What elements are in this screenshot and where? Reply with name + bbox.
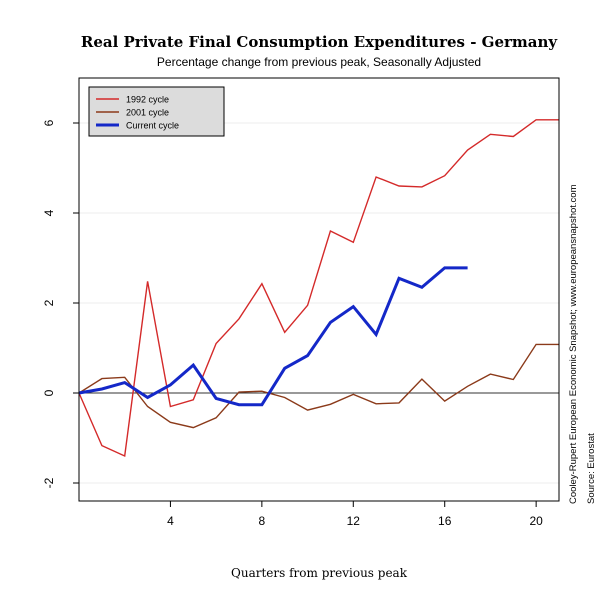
x-tick-label-12: 12	[347, 514, 361, 528]
x-tick-label-4: 4	[167, 514, 174, 528]
y-tick-label-2: 2	[42, 299, 56, 306]
series-lines	[78, 119, 559, 458]
legend: 1992 cycle 2001 cycle Current cycle	[88, 86, 225, 137]
x-tick-label-20: 20	[529, 514, 543, 528]
y-tick-label-6: 6	[42, 119, 56, 126]
series-line-2	[78, 343, 559, 429]
source-note-snapshot: Cooley-Rupert European Economic Snapshot…	[568, 184, 579, 504]
x-axis-label: Quarters from previous peak	[231, 566, 408, 580]
legend-label-1: 1992 cycle	[126, 95, 169, 105]
chart-subtitle: Percentage change from previous peak, Se…	[157, 55, 481, 69]
x-axis: 4 8 12 16 20	[167, 501, 543, 528]
x-tick-label-16: 16	[438, 514, 452, 528]
series-line-3	[78, 266, 468, 407]
source-note-eurostat: Source: Eurostat	[586, 433, 597, 504]
y-axis: -2 0 2 4 6	[42, 119, 79, 488]
x-tick-label-8: 8	[259, 514, 266, 528]
series-line-1	[78, 119, 559, 458]
y-tick-label-0: 0	[42, 389, 56, 396]
legend-label-3: Current cycle	[126, 121, 179, 131]
plot-frame	[78, 77, 560, 502]
legend-label-2: 2001 cycle	[126, 108, 169, 118]
chart-title: Real Private Final Consumption Expenditu…	[81, 33, 559, 51]
y-tick-label--2: -2	[42, 477, 56, 488]
y-tick-label-4: 4	[42, 209, 56, 216]
